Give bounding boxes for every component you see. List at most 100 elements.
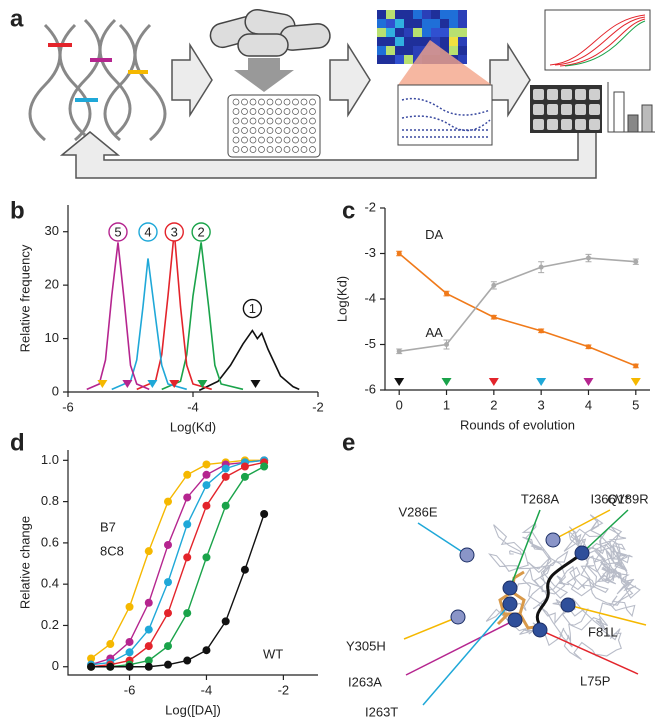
- heatmap-cell: [386, 10, 395, 19]
- gel-band: [561, 89, 572, 100]
- gel-band: [575, 119, 586, 130]
- well: [249, 108, 257, 115]
- point: [396, 348, 402, 354]
- round-marker: [250, 380, 261, 388]
- panel-letter: b: [10, 197, 25, 224]
- series-line: [398, 252, 637, 367]
- backbone: [485, 514, 641, 661]
- well: [266, 98, 274, 106]
- point: [183, 520, 192, 529]
- well: [232, 108, 240, 115]
- bar-plot: [607, 82, 655, 133]
- y-tick-label: 0.8: [41, 493, 59, 508]
- gel-band: [547, 104, 558, 115]
- well: [266, 136, 274, 144]
- well: [266, 108, 274, 115]
- well: [258, 117, 265, 125]
- point: [396, 251, 402, 256]
- heatmap-cell: [440, 28, 449, 37]
- point: [585, 255, 591, 261]
- series-badge: [242, 298, 263, 319]
- callout: [552, 509, 611, 541]
- point: [164, 578, 172, 587]
- well: [283, 127, 291, 134]
- series-line: [90, 459, 265, 666]
- point: [125, 637, 134, 646]
- series-line: [91, 459, 265, 666]
- cells: [209, 8, 331, 57]
- point: [240, 472, 249, 481]
- point: [144, 656, 153, 665]
- point: [125, 602, 134, 611]
- heatmap-cell: [449, 37, 458, 46]
- mutation-label: I263A: [348, 674, 382, 689]
- residue: [574, 545, 590, 561]
- heatmap-cell: [413, 28, 422, 37]
- heatmap-cell: [413, 19, 422, 28]
- well: [232, 117, 240, 125]
- well: [249, 127, 257, 134]
- y-tick-label: -2: [364, 199, 376, 214]
- heatmap-cell: [422, 28, 431, 37]
- heatmap-cell: [395, 37, 404, 46]
- y-tick-label: -3: [364, 245, 376, 260]
- x-tick-label: -2: [278, 682, 290, 697]
- point: [125, 662, 134, 671]
- well: [292, 108, 299, 115]
- round-marker: [488, 378, 499, 386]
- series-line: [111, 258, 187, 391]
- heatmap-cell: [395, 55, 404, 64]
- well: [241, 117, 248, 125]
- round-marker: [394, 378, 405, 386]
- y-tick-label: -5: [364, 336, 376, 351]
- point: [221, 617, 230, 626]
- panel-letter: a: [10, 5, 24, 32]
- y-tick-label: 0.2: [41, 617, 59, 632]
- round-marker: [169, 380, 180, 388]
- heatmap-cell: [458, 28, 467, 37]
- well: [232, 127, 240, 134]
- gel-band: [533, 104, 544, 115]
- point: [106, 662, 115, 671]
- point: [633, 259, 639, 265]
- heatmap-cell: [431, 28, 440, 37]
- x-tick-label: 3: [538, 397, 545, 412]
- well: [249, 98, 257, 106]
- point: [444, 291, 450, 297]
- series-label: 5: [114, 224, 121, 239]
- heatmap-cell: [377, 46, 386, 55]
- series-badge: [191, 222, 211, 242]
- mutation-label: V286E: [398, 504, 437, 519]
- heatmap-cell: [395, 28, 404, 37]
- heatmap-cell: [440, 37, 449, 46]
- point: [202, 646, 211, 655]
- heatmap-cell: [386, 46, 395, 55]
- callout: [509, 509, 541, 589]
- well: [241, 108, 248, 115]
- round-marker: [536, 378, 547, 386]
- point: [106, 640, 115, 649]
- well: [232, 146, 240, 153]
- residue: [502, 580, 518, 596]
- point: [87, 662, 96, 671]
- heatmap-cell: [377, 28, 386, 37]
- well: [258, 146, 265, 153]
- well: [283, 98, 291, 106]
- heatmap-cell: [422, 37, 431, 46]
- well: [292, 127, 299, 134]
- point: [202, 470, 211, 479]
- zoom-wedge: [398, 40, 492, 85]
- well: [283, 117, 291, 125]
- loop: [535, 553, 581, 626]
- heatmap-cell: [404, 55, 413, 64]
- gel-band: [589, 119, 600, 130]
- heatmap-cell: [404, 19, 413, 28]
- well: [275, 117, 282, 125]
- point: [164, 540, 172, 549]
- callout: [417, 522, 468, 556]
- x-axis-label: Log(Kd): [170, 419, 216, 434]
- point: [183, 553, 192, 562]
- heatmap-cell: [458, 10, 467, 19]
- point: [202, 553, 211, 562]
